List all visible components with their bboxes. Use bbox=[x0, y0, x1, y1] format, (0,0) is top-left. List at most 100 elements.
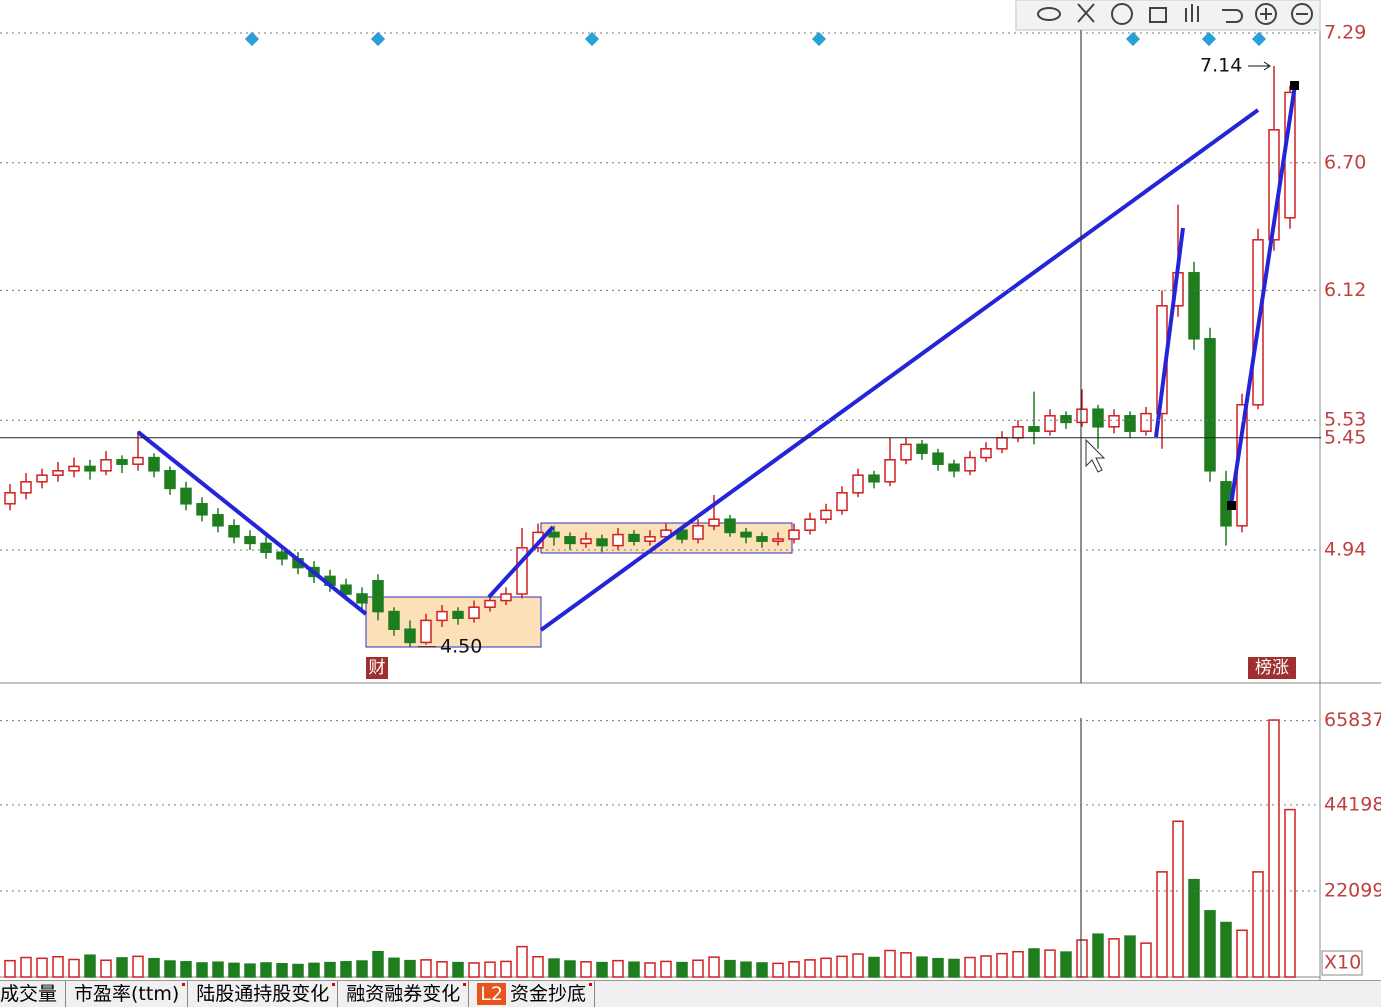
candle-body bbox=[132, 456, 144, 465]
candle-body bbox=[548, 531, 560, 538]
volume-bar bbox=[196, 962, 208, 978]
volume-bar bbox=[948, 958, 960, 978]
unit-box bbox=[1321, 950, 1363, 976]
tab[interactable]: 融资融券变化 bbox=[338, 981, 470, 1007]
volume-bar bbox=[36, 957, 48, 978]
volume-bar bbox=[964, 956, 976, 978]
volume-unit-label: X10 bbox=[1324, 952, 1361, 974]
limit-marker-box bbox=[1248, 657, 1296, 679]
candle-body bbox=[724, 518, 736, 534]
y-tick-label: 5.53 bbox=[1324, 409, 1366, 431]
volume-bar bbox=[932, 957, 944, 978]
zoom-out-icon[interactable] bbox=[1291, 3, 1313, 25]
candle-body bbox=[1076, 408, 1088, 424]
tab-label[interactable]: 市盈率(ttm) bbox=[74, 983, 180, 1005]
crosshair-label: 5.45 bbox=[1324, 426, 1366, 448]
volume-bar bbox=[596, 961, 608, 978]
y-tick-label: 4.94 bbox=[1324, 539, 1366, 561]
candle-body bbox=[868, 474, 880, 483]
tab[interactable]: 陆股通持股变化 bbox=[188, 981, 339, 1007]
candle-body bbox=[116, 459, 128, 465]
candle-body bbox=[4, 492, 16, 505]
candle-body bbox=[1204, 338, 1216, 472]
volume-bar bbox=[356, 960, 368, 978]
hand-icon[interactable] bbox=[1185, 4, 1199, 22]
tab-label[interactable]: 陆股通持股变化 bbox=[196, 983, 330, 1005]
volume-bar bbox=[884, 949, 896, 978]
candle-body bbox=[36, 474, 48, 483]
signal-markers bbox=[244, 31, 1267, 47]
volume-bar bbox=[228, 962, 240, 978]
tab-label[interactable]: 融资融券变化 bbox=[346, 983, 461, 1005]
volume-tick-label: 22099 bbox=[1324, 879, 1381, 901]
volume-bar bbox=[180, 961, 192, 978]
view-icon[interactable] bbox=[1037, 7, 1061, 21]
candle-body bbox=[196, 503, 208, 516]
play-icon[interactable] bbox=[1111, 3, 1133, 25]
candle-body bbox=[372, 580, 384, 613]
volume-tick-label: 44198 bbox=[1324, 793, 1381, 815]
candle-body bbox=[164, 470, 176, 490]
tab[interactable]: 成交量 bbox=[0, 981, 67, 1007]
volume-bar bbox=[68, 958, 80, 978]
volume-bar bbox=[580, 961, 592, 978]
event-marker: 财 bbox=[369, 658, 386, 678]
undo-icon[interactable] bbox=[1222, 9, 1243, 23]
volume-bar bbox=[660, 960, 672, 978]
volume-bar bbox=[612, 959, 624, 978]
volume-bar bbox=[260, 962, 272, 978]
tab-label[interactable]: 成交量 bbox=[0, 983, 58, 1005]
volume-bar bbox=[1204, 910, 1216, 978]
volume-bar bbox=[740, 961, 752, 978]
tab[interactable]: 市盈率(ttm) bbox=[66, 981, 189, 1007]
volume-tick-label: 65837 bbox=[1324, 709, 1381, 731]
candle-body bbox=[84, 465, 96, 472]
zoom-in-icon[interactable] bbox=[1255, 3, 1277, 25]
candle-body bbox=[148, 456, 160, 472]
volume-bar bbox=[388, 957, 400, 978]
candle-body bbox=[804, 518, 816, 531]
volume-bar bbox=[340, 961, 352, 978]
tab-dot bbox=[182, 983, 186, 986]
volume-bar bbox=[1108, 938, 1120, 978]
tab-label[interactable]: 资金抄底 bbox=[509, 983, 586, 1005]
volume-bar bbox=[772, 962, 784, 978]
volume-bar bbox=[1172, 820, 1184, 978]
volume-bar bbox=[644, 962, 656, 978]
candle-body bbox=[1044, 415, 1056, 432]
candle-body bbox=[980, 448, 992, 459]
limit-marker: 榜涨 bbox=[1255, 658, 1289, 678]
lock-icon[interactable] bbox=[1149, 7, 1167, 23]
volume-bar bbox=[676, 961, 688, 978]
high-arrow bbox=[1248, 61, 1271, 71]
volume-bar bbox=[20, 956, 32, 978]
tab[interactable]: L2 资金抄底 bbox=[469, 981, 595, 1007]
candle-body bbox=[500, 593, 512, 602]
candle-body bbox=[260, 542, 272, 553]
volume-bar bbox=[4, 959, 16, 978]
candle-body bbox=[932, 452, 944, 465]
cut-icon[interactable] bbox=[1077, 3, 1095, 23]
candle-body bbox=[468, 606, 480, 619]
volume-bar bbox=[820, 957, 832, 978]
y-tick-label: 7.29 bbox=[1324, 22, 1366, 44]
volume-bar bbox=[484, 961, 496, 978]
volume-bar bbox=[1028, 948, 1040, 978]
candle-body bbox=[1092, 408, 1104, 428]
candle-body bbox=[1124, 415, 1136, 432]
candle-body bbox=[228, 525, 240, 538]
volume-bar bbox=[132, 955, 144, 978]
volume-bar bbox=[1156, 871, 1168, 978]
candle-body bbox=[20, 481, 32, 494]
volume-bar bbox=[564, 960, 576, 978]
y-tick-label: 6.70 bbox=[1324, 151, 1366, 173]
volume-bar bbox=[756, 962, 768, 978]
candle-body bbox=[692, 525, 704, 540]
volume-bar bbox=[916, 956, 928, 978]
axis-panel bbox=[1320, 0, 1381, 980]
candle-body bbox=[852, 474, 864, 494]
candle-body bbox=[644, 536, 656, 542]
volume-bar bbox=[980, 955, 992, 978]
indicator-tabs: 成交量 市盈率(ttm) 陆股通持股变化 融资融券变化 L2 资金抄底 bbox=[0, 980, 1381, 1007]
tab-dot bbox=[332, 983, 336, 986]
